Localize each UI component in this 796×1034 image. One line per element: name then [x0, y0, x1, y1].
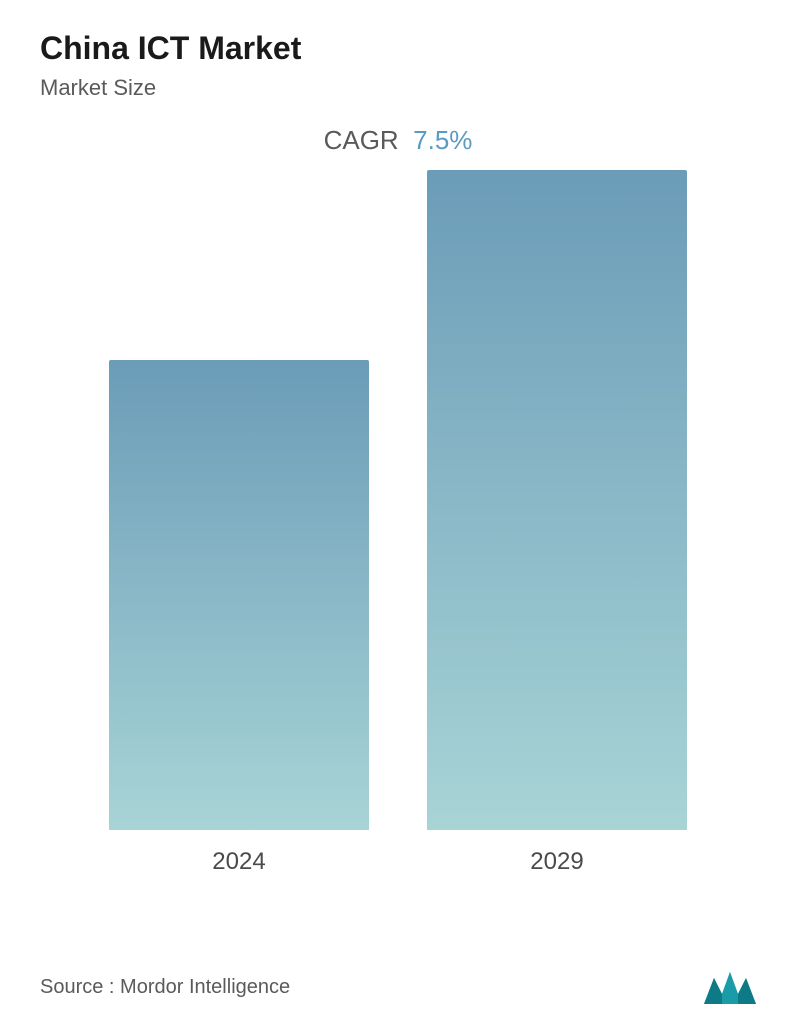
chart-footer: Source : Mordor Intelligence: [40, 970, 756, 1004]
mordor-logo-icon: [704, 970, 756, 1004]
bar-label: 2029: [530, 848, 583, 876]
chart-bar: [427, 170, 687, 830]
source-text: Source : Mordor Intelligence: [40, 976, 290, 999]
bar-group: 2029: [427, 170, 687, 876]
chart-title: China ICT Market: [40, 30, 756, 67]
cagr-value: 7.5%: [413, 125, 472, 155]
chart-bar: [109, 360, 369, 830]
bar-group: 2024: [109, 360, 369, 876]
bar-label: 2024: [212, 848, 265, 876]
cagr-container: CAGR 7.5%: [40, 125, 756, 156]
chart-subtitle: Market Size: [40, 75, 756, 101]
cagr-label: CAGR: [324, 125, 399, 155]
chart-area: 2024 2029: [40, 196, 756, 876]
